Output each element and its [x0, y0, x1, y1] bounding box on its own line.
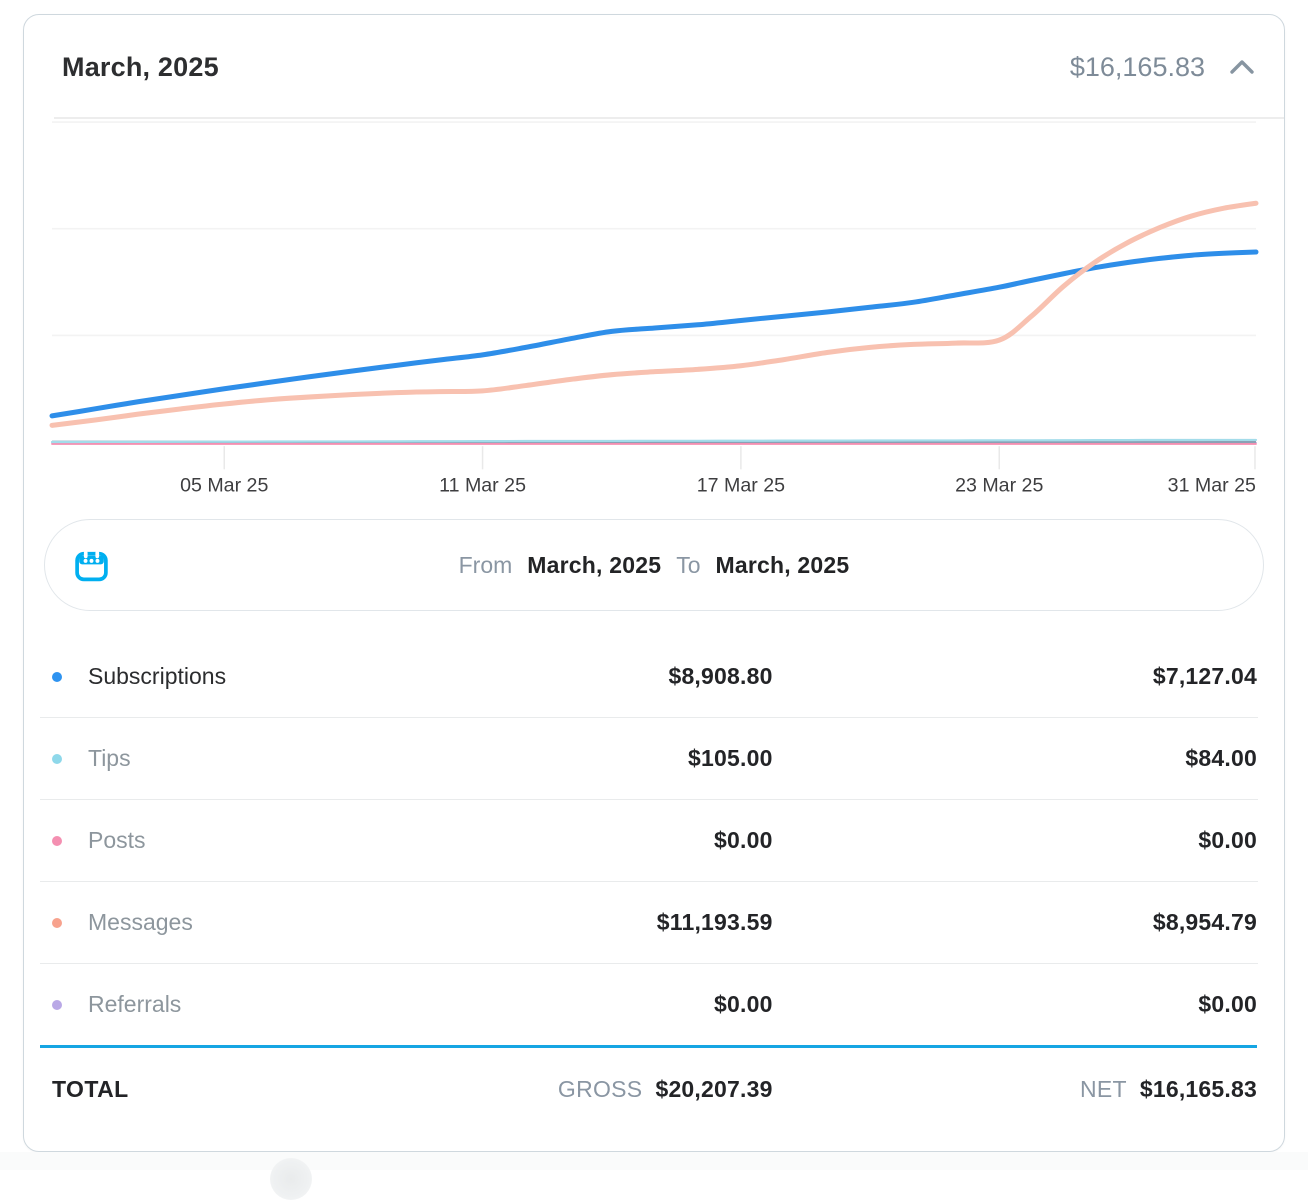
row-net-value: $0.00	[1198, 827, 1257, 854]
to-label: To	[676, 551, 701, 578]
row-net-value: $84.00	[1185, 745, 1257, 772]
table-row-posts[interactable]: Posts $0.00 $0.00	[24, 800, 1284, 881]
table-row-referrals[interactable]: Referrals $0.00 $0.00	[24, 964, 1284, 1045]
calendar-icon	[75, 551, 108, 582]
row-label: Messages	[88, 909, 193, 936]
row-divider	[40, 881, 1258, 883]
row-gross-value: $0.00	[714, 991, 773, 1018]
month-title: March, 2025	[62, 52, 219, 82]
next-card-peek	[270, 1158, 312, 1200]
row-label: Tips	[88, 745, 131, 772]
row-label: Referrals	[88, 991, 182, 1018]
table-row-subscriptions[interactable]: Subscriptions $8,908.80 $7,127.04	[24, 636, 1284, 717]
svg-text:31 Mar 25: 31 Mar 25	[1168, 474, 1256, 496]
page-background-below-card	[0, 1152, 1308, 1200]
row-label: Posts	[88, 827, 146, 854]
total-divider	[40, 1045, 1257, 1048]
total-label: TOTAL	[52, 1076, 129, 1103]
row-gross-value: $8,908.80	[668, 663, 773, 690]
row-divider	[40, 799, 1258, 801]
row-net-value: $7,127.04	[1152, 663, 1257, 690]
row-divider	[40, 963, 1258, 965]
date-range-text: From March, 2025 To March, 2025	[459, 552, 850, 579]
net-label: NET	[1079, 1076, 1127, 1103]
earnings-chart-svg: 05 Mar 25 11 Mar 25 17 Mar 25 23 Mar 25 31 M…	[49, 120, 1259, 496]
subscriptions-dot	[52, 671, 62, 682]
header-divider	[54, 117, 1284, 119]
row-gross-value: $105.00	[688, 745, 773, 772]
earnings-chart[interactable]: 05 Mar 25 11 Mar 25 17 Mar 25 23 Mar 25 31 M…	[24, 119, 1284, 502]
svg-text:05 Mar 25: 05 Mar 25	[180, 474, 268, 496]
total-gross-value: $20,207.39	[655, 1076, 773, 1103]
messages-dot	[52, 917, 62, 928]
from-label: From	[458, 551, 513, 578]
svg-text:17 Mar 25: 17 Mar 25	[697, 474, 785, 496]
row-label: Subscriptions	[88, 663, 227, 690]
posts-dot	[52, 835, 62, 846]
card-header[interactable]: March, 2025 $16,165.83	[24, 15, 1284, 117]
gross-label: GROSS	[557, 1076, 643, 1103]
month-earnings-card: March, 2025 $16,165.83 05 Mar 25 11 Mar 2…	[23, 14, 1285, 1152]
row-divider	[40, 717, 1258, 719]
row-gross-value: $0.00	[714, 827, 773, 854]
chevron-up-icon[interactable]	[1227, 57, 1257, 77]
to-value[interactable]: March, 2025	[715, 551, 850, 578]
row-net-value: $8,954.79	[1152, 909, 1257, 936]
table-row-messages[interactable]: Messages $11,193.59 $8,954.79	[24, 882, 1284, 963]
from-value[interactable]: March, 2025	[527, 551, 662, 578]
table-row-tips[interactable]: Tips $105.00 $84.00	[24, 718, 1284, 799]
referrals-dot	[52, 999, 62, 1010]
month-net-amount: $16,165.83	[1069, 51, 1205, 82]
date-range-picker[interactable]: From March, 2025 To March, 2025	[44, 519, 1264, 612]
earnings-table: Subscriptions $8,908.80 $7,127.04 Tips $…	[24, 636, 1284, 1132]
total-net-value: $16,165.83	[1139, 1076, 1257, 1103]
svg-text:23 Mar 25: 23 Mar 25	[955, 474, 1043, 496]
table-total-row: TOTAL GROSS $20,207.39 NET $16,165.83	[24, 1048, 1284, 1132]
row-gross-value: $11,193.59	[656, 909, 773, 936]
tips-dot	[52, 753, 62, 764]
row-net-value: $0.00	[1198, 991, 1257, 1018]
collapse-toggle[interactable]: $16,165.83	[1070, 52, 1257, 83]
svg-text:11 Mar 25: 11 Mar 25	[439, 474, 526, 496]
